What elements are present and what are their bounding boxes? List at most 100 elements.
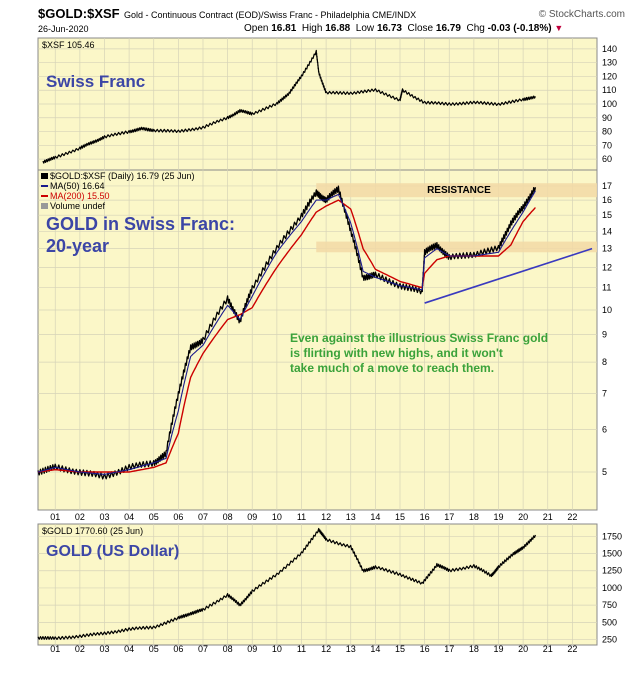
annotation-note-line2: is flirting with new highs, and it won't [290,346,503,360]
chart-date: 26-Jun-2020 [38,24,89,34]
x-tick-label-11: 11 [297,512,306,522]
x-tick-label-05: 05 [149,512,159,522]
y-tick-label-middle-12: 12 [602,262,612,272]
y-tick-label-middle-16: 16 [602,195,612,205]
annotation-note-line1: Even against the illustrious Swiss Franc… [290,331,548,345]
y-tick-label-middle-6: 6 [602,424,607,434]
x-tick-label-01: 01 [50,512,60,522]
down-triangle-icon: ▼ [554,23,564,33]
y-tick-label-bottom-1250: 1250 [602,566,622,576]
x-tick-label-19: 19 [493,644,503,654]
y-tick-label-top-140: 140 [602,44,617,54]
x-tick-label-15: 15 [395,644,405,654]
legend-swatch-price [41,173,48,179]
legend-gold-usd: $GOLD 1770.60 (25 Jun) [42,526,143,536]
brand-label: © StockCharts.com [538,9,625,20]
legend-swatch-volume [41,203,48,209]
chart-symbol: $GOLD:$XSF [38,6,120,21]
y-tick-label-bottom-1500: 1500 [602,549,622,559]
x-tick-label-02: 02 [75,512,85,522]
x-tick-label-16: 16 [420,512,430,522]
y-tick-label-top-130: 130 [602,58,617,68]
x-tick-label-13: 13 [346,644,356,654]
chg-value: -0.03 (-0.18%) [487,23,552,34]
x-tick-label-10: 10 [272,512,282,522]
x-tick-label-22: 22 [567,512,577,522]
x-tick-label-08: 08 [223,512,233,522]
annotation-gold-usd: GOLD (US Dollar) [46,543,179,560]
chart-description: Gold - Continuous Contract (EOD)/Swiss F… [124,10,417,20]
y-tick-label-bottom-1000: 1000 [602,583,622,593]
resistance-zone [316,183,597,198]
x-tick-label-06: 06 [173,644,183,654]
x-tick-label-16: 16 [420,644,430,654]
x-tick-label-01: 01 [50,644,60,654]
x-tick-label-07: 07 [198,644,208,654]
x-tick-label-10: 10 [272,644,282,654]
x-tick-label-11: 11 [297,644,306,654]
support-zone [316,241,597,253]
chart-title-line1: GOLD in Swiss Franc: [46,214,235,234]
x-tick-label-07: 07 [198,512,208,522]
low-value: 16.73 [376,23,402,34]
y-tick-label-bottom-250: 250 [602,635,617,645]
y-tick-label-middle-17: 17 [602,181,612,191]
chart-title-line2: 20-year [46,236,109,256]
x-tick-label-12: 12 [321,644,331,654]
x-tick-label-18: 18 [469,644,479,654]
panel-bottom-bg [37,523,598,646]
legend-ma50: MA(50) 16.64 [50,181,105,191]
series-gold-chf-price [37,185,537,480]
x-tick-label-13: 13 [346,512,356,522]
annotation-note-line3: take much of a move to reach them. [290,361,494,375]
high-label: High [301,23,323,34]
x-tick-label-21: 21 [543,512,553,522]
y-tick-label-top-70: 70 [602,140,612,150]
x-tick-label-09: 09 [247,644,257,654]
panel-middle-bg [37,169,598,511]
annotation-swiss-franc: Swiss Franc [46,72,145,91]
x-tick-label-15: 15 [395,512,405,522]
y-tick-label-middle-14: 14 [602,226,612,236]
chg-label: Chg [466,23,485,34]
x-tick-label-04: 04 [124,512,134,522]
annotation-note: Even against the illustrious Swiss Franc… [290,331,548,375]
legend-swiss-franc: $XSF 105.46 [42,40,95,50]
support-trendline [424,247,593,304]
series-gold-chf-ma50 [37,190,536,475]
x-tick-label-18: 18 [469,512,479,522]
x-tick-label-08: 08 [223,644,233,654]
y-tick-label-top-90: 90 [602,113,612,123]
x-tick-label-06: 06 [173,512,183,522]
ohlc-readout: Open 16.81 High 16.88 Low 16.73 Close 16… [244,23,563,34]
y-tick-label-top-120: 120 [602,71,617,81]
x-tick-label-20: 20 [518,512,528,522]
x-tick-label-02: 02 [75,644,85,654]
close-value: 16.79 [435,23,461,34]
y-tick-label-bottom-750: 750 [602,600,617,610]
y-tick-label-middle-13: 13 [602,244,612,254]
x-tick-label-03: 03 [99,644,109,654]
series-swiss-franc-line [42,49,536,164]
y-tick-label-bottom-500: 500 [602,617,617,627]
resistance-label: RESISTANCE [427,185,491,196]
y-tick-label-middle-5: 5 [602,467,607,477]
legend-gold-chf: $GOLD:$XSF (Daily) 16.79 (25 Jun) [50,171,195,181]
y-tick-label-middle-11: 11 [602,283,611,293]
x-tick-label-14: 14 [370,512,380,522]
series-gold-usd-line [37,527,536,640]
y-tick-label-top-80: 80 [602,127,612,137]
x-tick-label-21: 21 [543,644,553,654]
y-tick-label-middle-7: 7 [602,388,607,398]
legend-volume: Volume undef [50,201,106,211]
x-tick-label-05: 05 [149,644,159,654]
y-tick-label-middle-15: 15 [602,210,612,220]
x-tick-label-12: 12 [321,512,331,522]
x-tick-label-09: 09 [247,512,257,522]
x-tick-label-04: 04 [124,644,134,654]
close-label: Close [407,23,434,34]
x-tick-label-14: 14 [370,644,380,654]
x-tick-label-22: 22 [567,644,577,654]
x-tick-label-19: 19 [493,512,503,522]
